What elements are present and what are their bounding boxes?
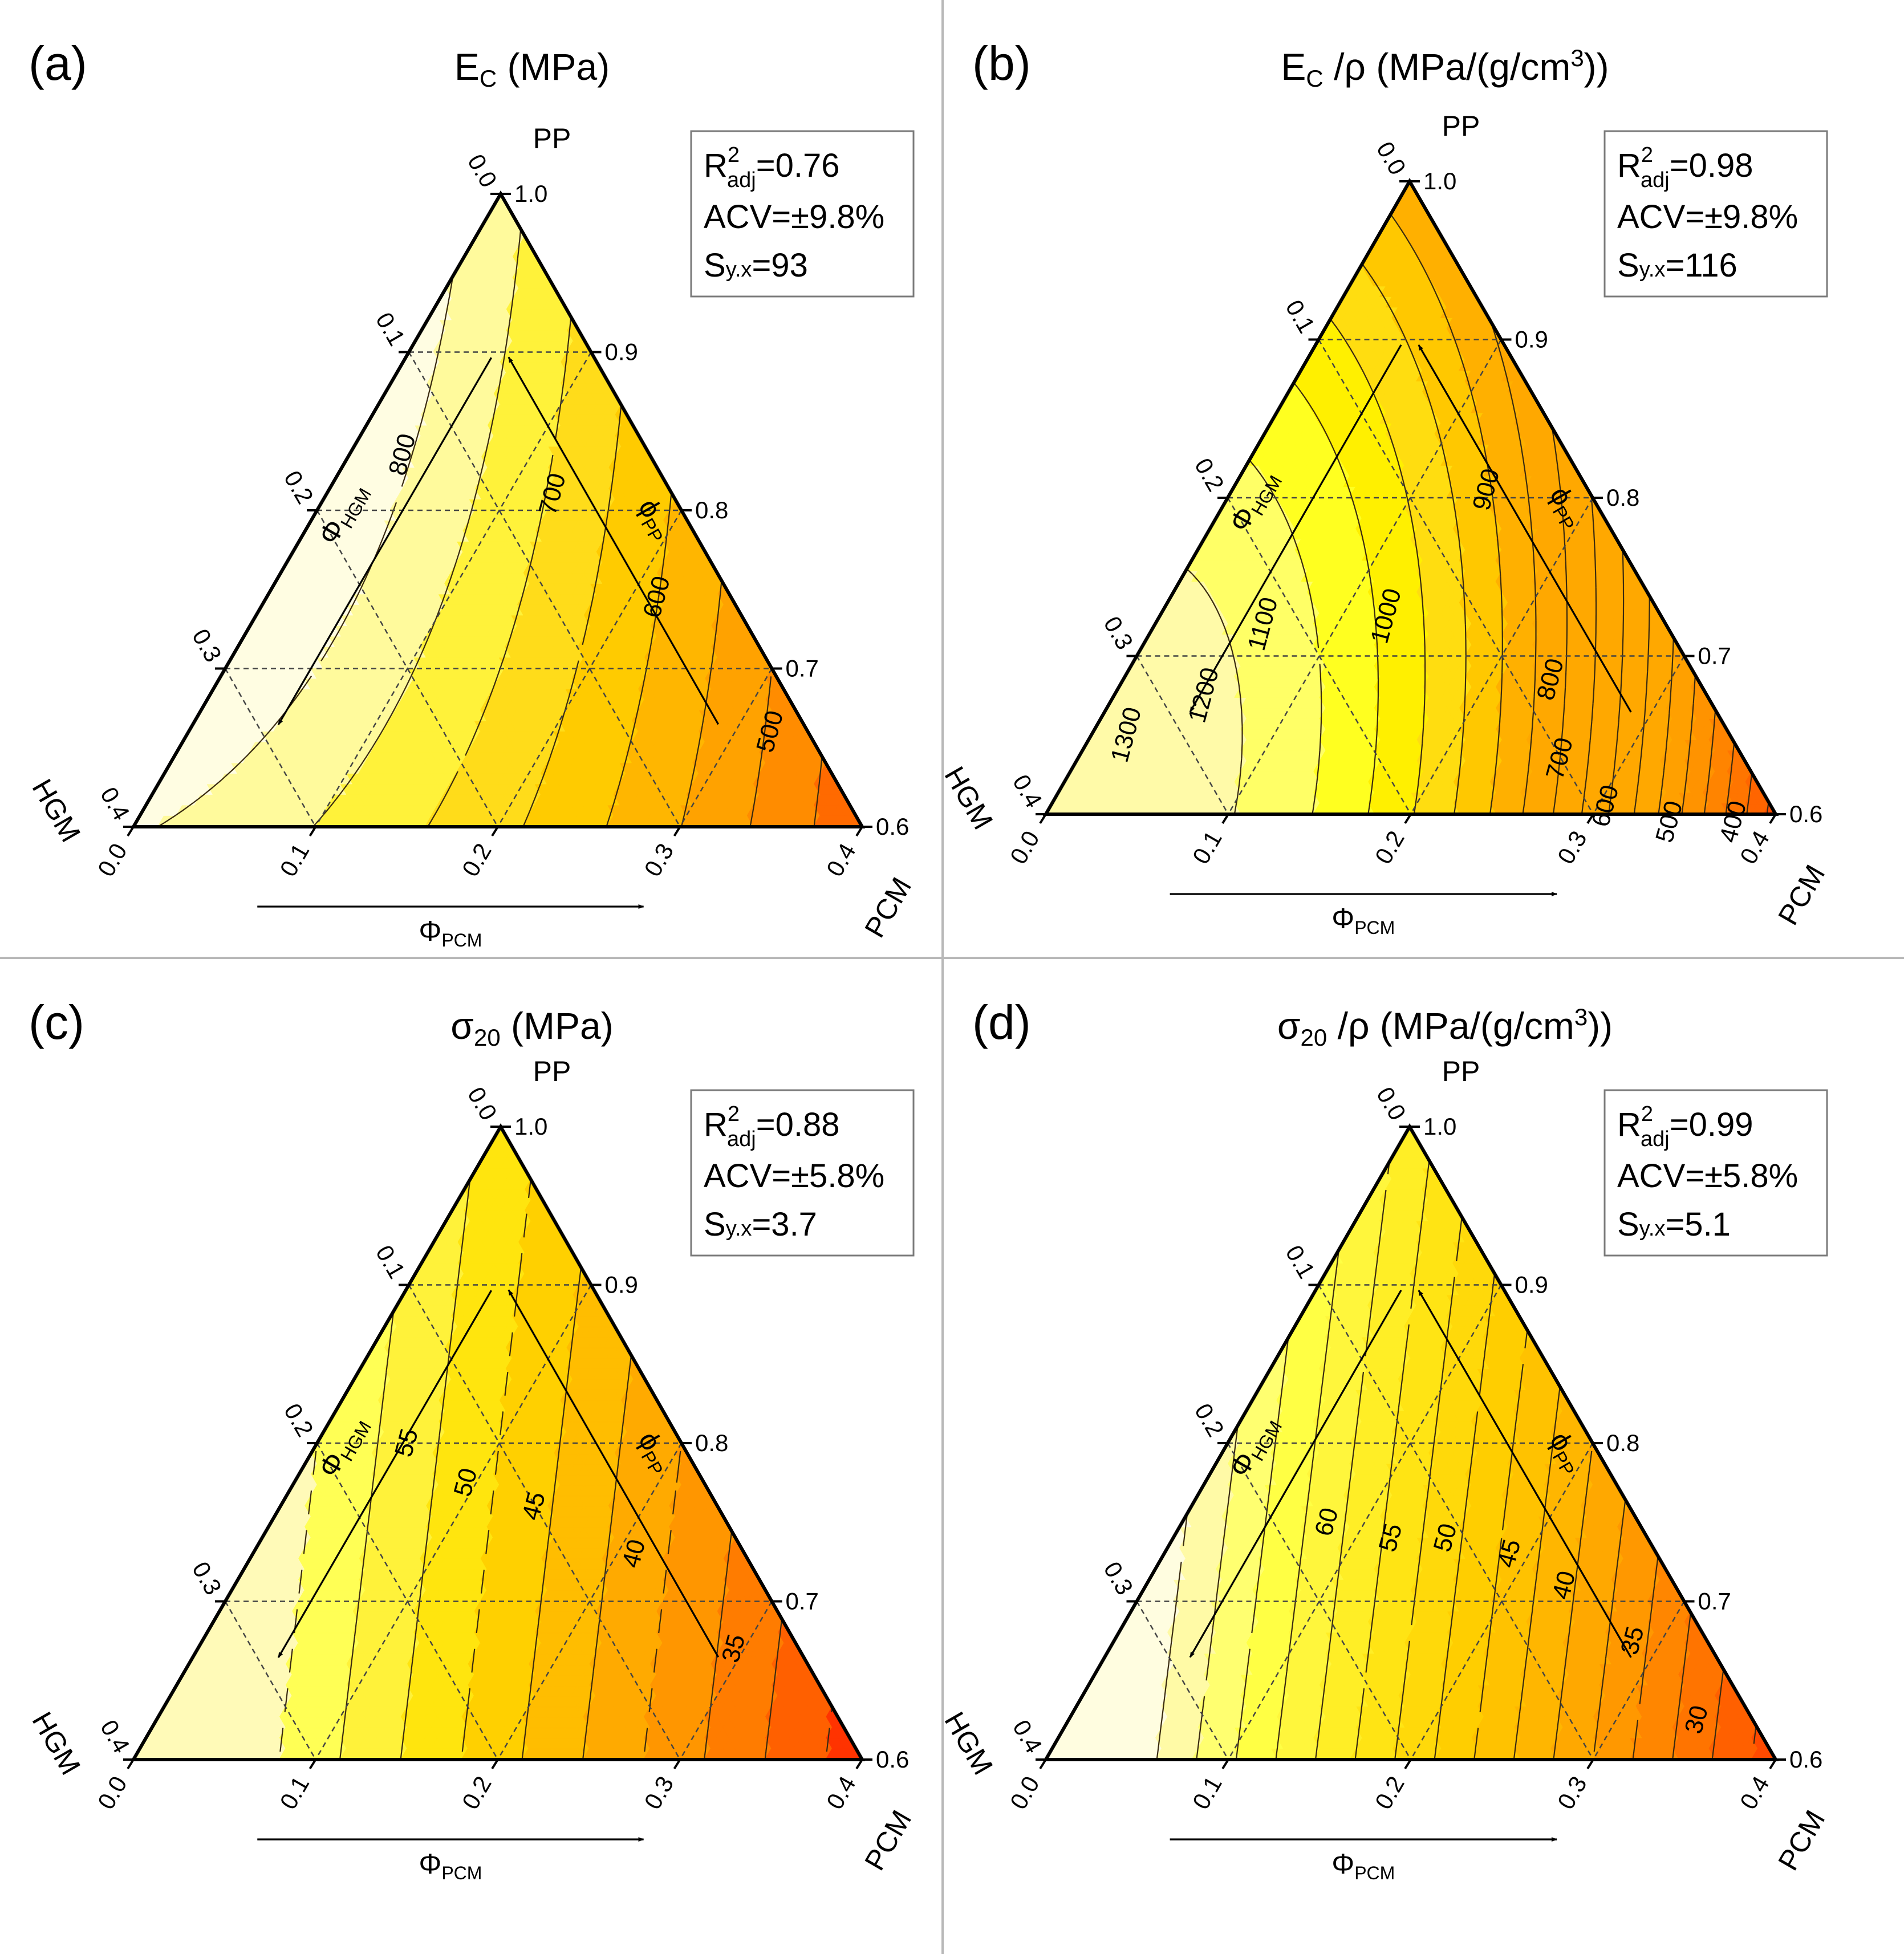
iso-line (749, 676, 772, 827)
stat-syx: Sy.x=93 (704, 247, 808, 284)
iso-line (1593, 1499, 1626, 1752)
panel-c: (c) σ20 (MPa)0.00.01.00.10.10.90.20.20.80… (26, 996, 918, 1883)
pp-tick-label: 1.0 (1423, 168, 1456, 194)
pp-tick-label: 0.6 (876, 813, 909, 840)
iso-line (704, 1531, 733, 1760)
contour-label: 55 (389, 1425, 424, 1460)
panel-label: (d) (972, 996, 1031, 1049)
pp-tick-label: 0.7 (1698, 1588, 1731, 1615)
iso-line (1632, 1556, 1659, 1760)
pp-tick-label: 0.8 (695, 497, 728, 523)
chart-title: σ20 (MPa) (450, 1005, 613, 1051)
stat-r2: R2 adj=0.88 (704, 1102, 840, 1151)
stat-syx: Sy.x=5.1 (1617, 1206, 1731, 1243)
pcm-axis-title: ΦPCM (1331, 903, 1395, 938)
stat-syx: Sy.x=3.7 (704, 1206, 817, 1243)
iso-line (1553, 1451, 1593, 1760)
stats-box: R2 adj=0.99 ACV=±5.8% Sy.x=5.1 (1603, 1089, 1828, 1257)
panel-b: (b) EC /ρ (MPa/(g/cm3))0.00.01.00.10.10.9… (938, 36, 1831, 938)
axis-arrows (1170, 344, 1632, 896)
iso-line (764, 1619, 783, 1760)
panel-label: (b) (972, 36, 1031, 90)
iso-line (1361, 263, 1467, 814)
pp-tick-label: 0.7 (786, 1588, 819, 1615)
stat-acv: ACV=±5.8% (1617, 1157, 1798, 1195)
grid-lines (1136, 1284, 1685, 1760)
pp-tick-label: 0.6 (1789, 801, 1822, 827)
stat-r2: R2 adj=0.98 (1617, 143, 1753, 192)
contour-label: 50 (448, 1465, 482, 1500)
stat-acv: ACV=±5.8% (704, 1157, 884, 1195)
stat-syx: Sy.x=116 (1617, 247, 1737, 284)
axis-arrows (1170, 1289, 1632, 1842)
contour-lines (1186, 214, 1769, 814)
stats-box: R2 adj=0.76 ACV=±9.8% Sy.x=93 (690, 130, 915, 298)
pcm-axis-title: ΦPCM (419, 915, 482, 950)
iso-line (1249, 460, 1322, 814)
stat-acv: ACV=±9.8% (704, 198, 884, 235)
stat-acv: ACV=±9.8% (1617, 198, 1798, 235)
pp-tick-label: 0.6 (1789, 1746, 1822, 1773)
iso-line (1330, 318, 1426, 814)
pp-vertex-label: PP (1442, 110, 1480, 142)
stats-box: R2 adj=0.98 ACV=±9.8% Sy.x=116 (1603, 130, 1828, 298)
panel-d: (d) σ20 /ρ (MPa/(g/cm3))0.00.01.00.10.10.… (938, 996, 1831, 1883)
chart-title: σ20 /ρ (MPa/(g/cm3)) (1277, 1004, 1613, 1051)
pp-vertex-label: PP (1442, 1055, 1480, 1087)
contour-label: 40 (1547, 1568, 1581, 1602)
grid-lines (224, 1284, 773, 1760)
pp-tick-label: 0.6 (876, 1746, 909, 1773)
iso-line (1293, 382, 1379, 814)
grid-lines (224, 351, 773, 827)
contour-fill (1046, 1127, 1776, 1760)
stat-r2: R2 adj=0.99 (1617, 1102, 1753, 1151)
contour-fill (1046, 181, 1776, 814)
iso-line (1390, 214, 1503, 814)
iso-line (1354, 1160, 1430, 1760)
iso-line (279, 1451, 317, 1752)
chart-title: EC /ρ (MPa/(g/cm3)) (1281, 44, 1609, 92)
pp-vertex-label: PP (533, 1055, 571, 1087)
pp-tick-label: 0.9 (1515, 1271, 1548, 1298)
iso-line (644, 1451, 681, 1752)
pp-tick-label: 1.0 (1423, 1113, 1456, 1140)
pp-tick-label: 0.8 (1606, 1429, 1639, 1456)
pp-tick-label: 0.7 (786, 655, 819, 682)
pp-tick-label: 1.0 (514, 180, 547, 207)
pcm-axis-title: ΦPCM (419, 1848, 482, 1883)
pp-tick-label: 1.0 (514, 1113, 547, 1140)
pp-tick-label: 0.7 (1698, 643, 1731, 669)
panel-label: (c) (29, 996, 84, 1049)
pp-tick-label: 0.9 (1515, 326, 1548, 353)
panel-label: (a) (29, 36, 87, 90)
axis-arrows (257, 356, 720, 909)
pcm-axis-title: ΦPCM (1331, 1848, 1395, 1883)
pp-tick-label: 0.9 (605, 339, 638, 365)
contour-label: 45 (517, 1489, 551, 1523)
pp-tick-label: 0.9 (605, 1271, 638, 1298)
axis-arrows (257, 1289, 720, 1842)
panel-a: (a) EC (MPa)0.00.01.00.10.10.90.20.20.80.… (26, 36, 918, 950)
chart-title: EC (MPa) (454, 46, 610, 92)
pp-vertex-label: PP (533, 123, 571, 155)
grid-lines (1136, 339, 1685, 815)
pp-tick-label: 0.8 (695, 1429, 728, 1456)
stats-box: R2 adj=0.88 ACV=±5.8% Sy.x=3.7 (690, 1089, 915, 1257)
pp-tick-label: 0.8 (1606, 484, 1639, 511)
stat-r2: R2 adj=0.76 (704, 143, 840, 192)
iso-line (813, 756, 823, 827)
